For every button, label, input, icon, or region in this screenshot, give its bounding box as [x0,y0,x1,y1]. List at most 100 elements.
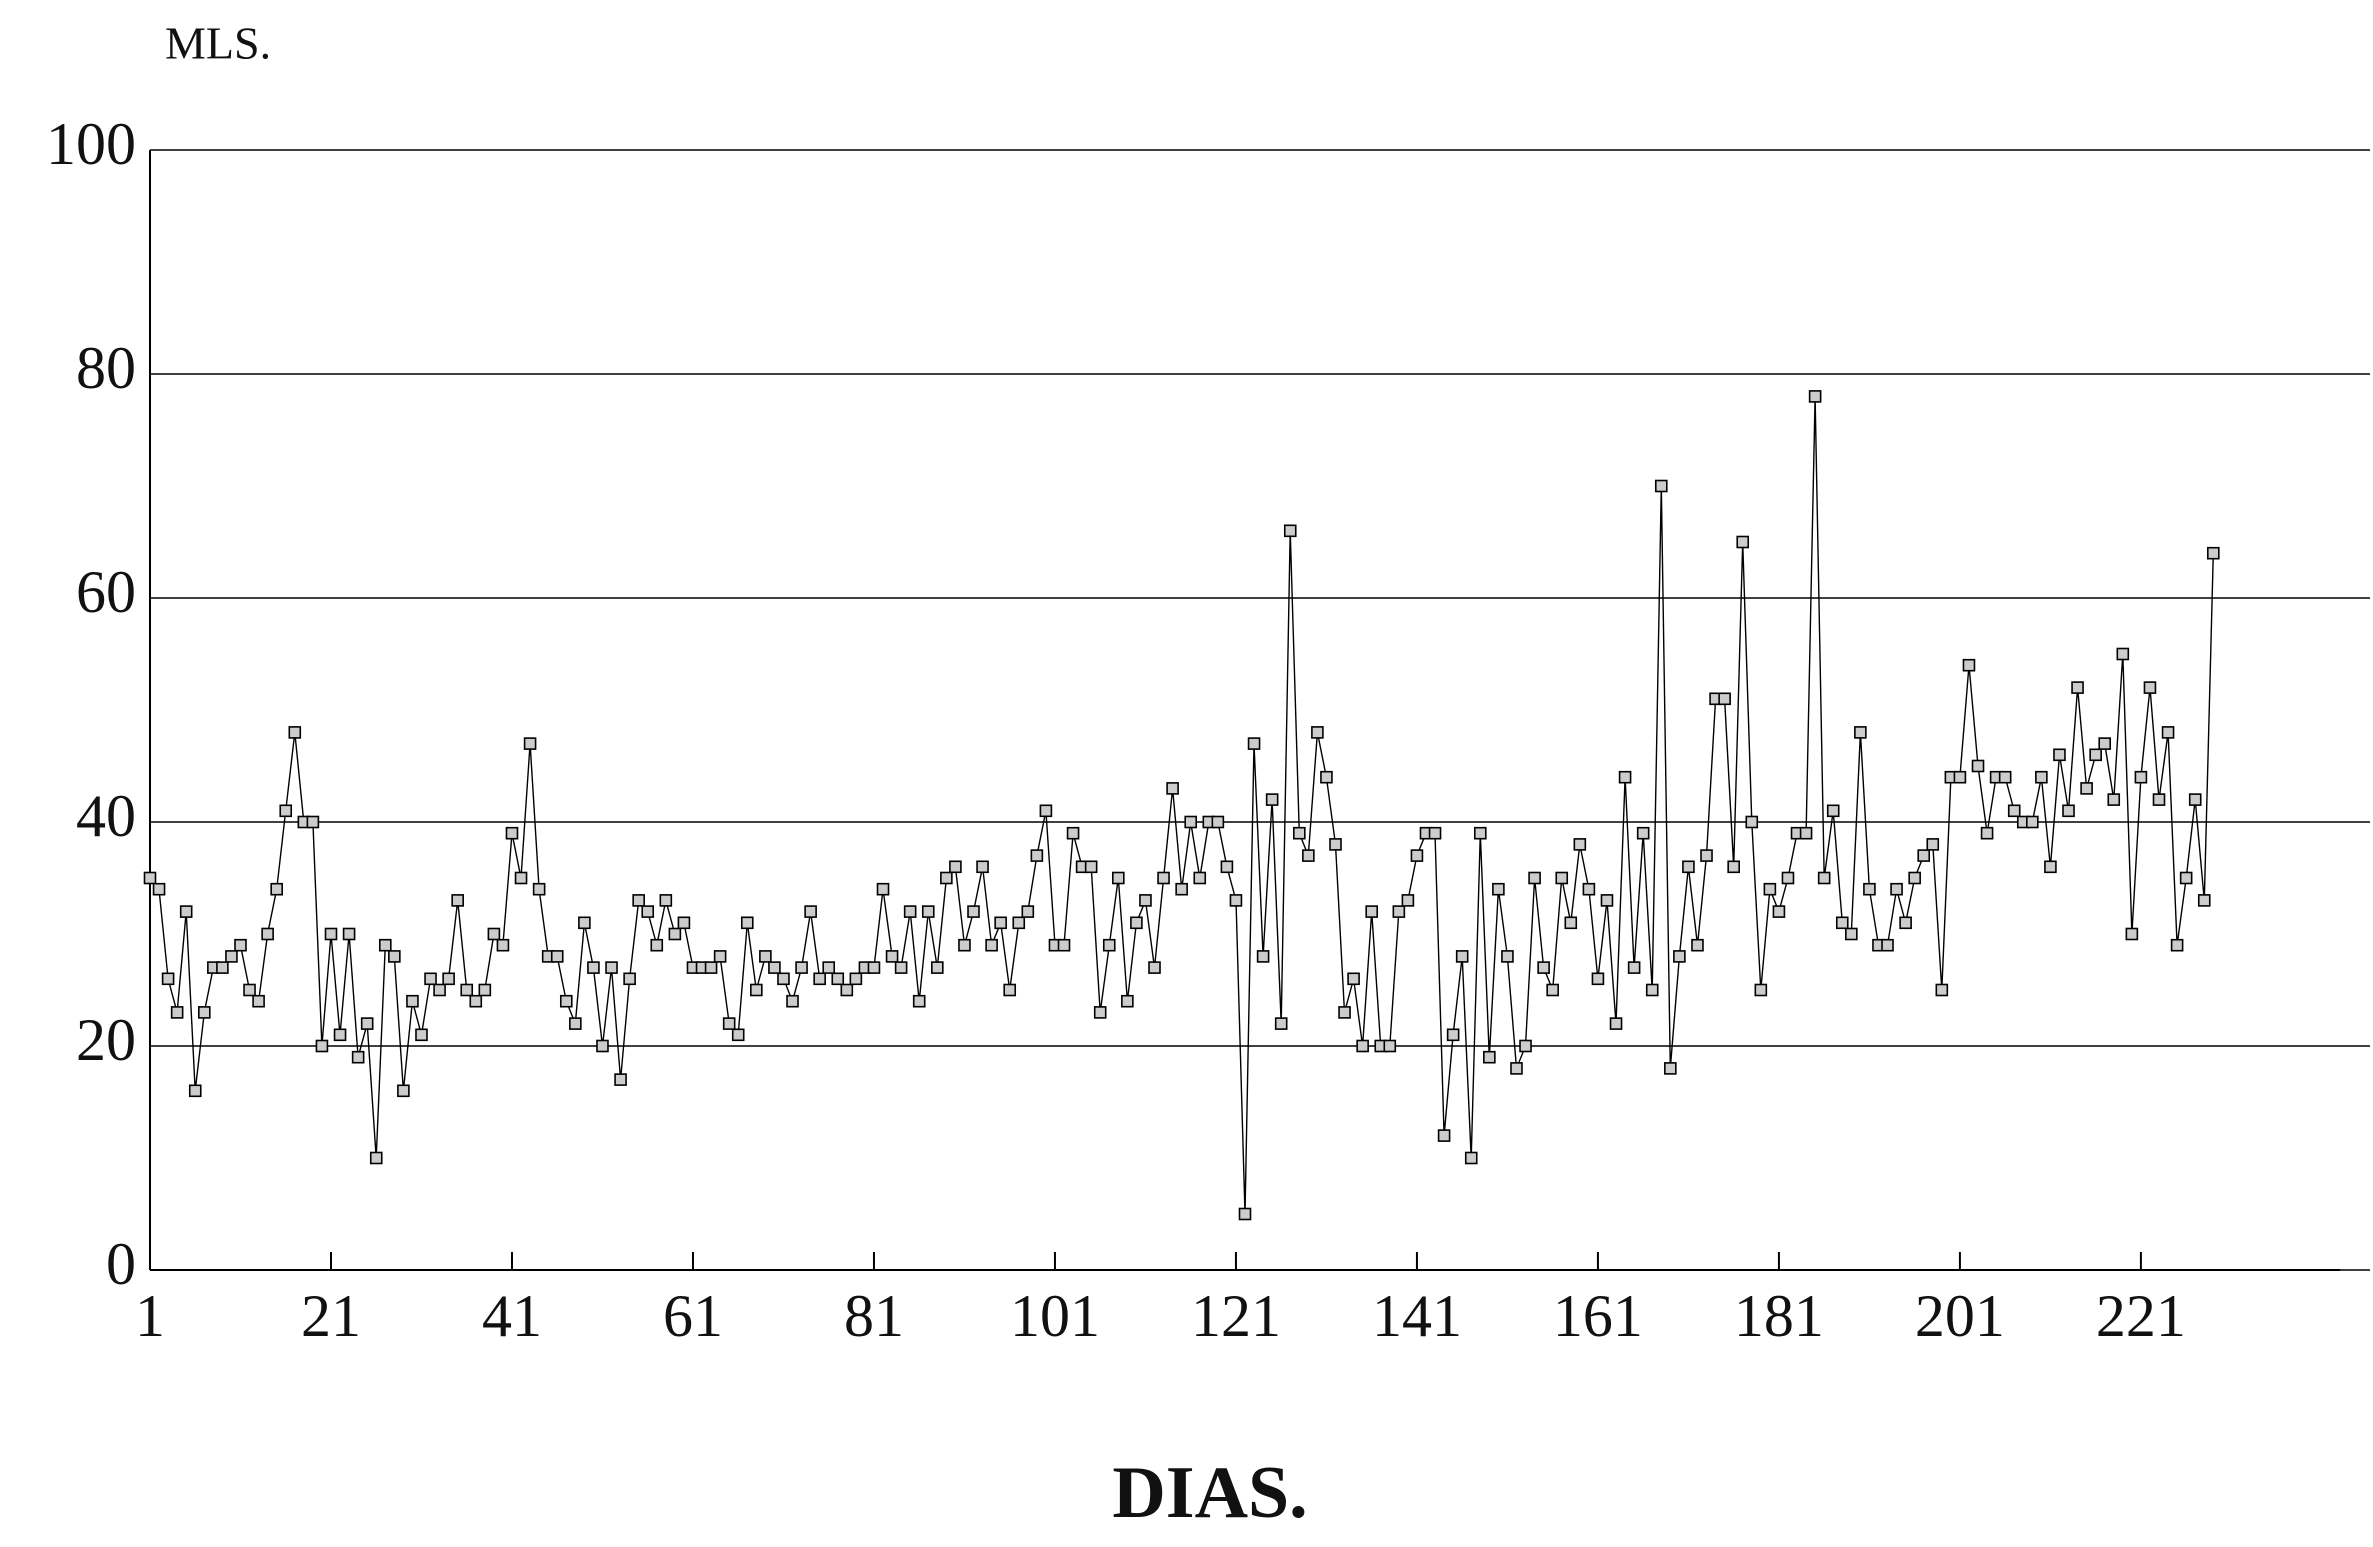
data-point [1428,826,1442,840]
data-point [179,905,193,918]
data-point [415,1028,428,1042]
data-point [1383,1039,1397,1053]
data-point [234,938,247,952]
data-point [1184,815,1198,829]
data-point [1636,826,1650,840]
data-point [1817,871,1831,885]
data-point [1093,1006,1107,1019]
data-point [1808,390,1822,403]
data-point [1971,759,1985,773]
data-point [1781,871,1795,885]
data-point [1021,905,1035,918]
data-point [1854,726,1867,739]
data-point [1238,1207,1252,1221]
data-point [288,726,302,739]
data-point [1247,737,1261,750]
data-point [813,972,826,986]
data-point [1953,770,1967,784]
x-tick-label: 81 [844,1283,904,1349]
data-point [578,916,591,930]
data-point [1211,815,1225,829]
data-point [1826,804,1840,818]
data-point [921,905,935,918]
data-point [442,972,455,986]
data-point [523,737,537,750]
data-point [1464,1151,1478,1165]
data-point [876,882,890,896]
data-point [2179,871,2193,885]
data-point [478,983,492,997]
data-point [559,994,573,1008]
data-point [713,950,727,963]
data-point [1446,1028,1460,1042]
data-point [2107,793,2121,806]
data-point [2026,815,2039,829]
data-point [2161,726,2175,739]
y-tick-label: 60 [76,559,136,625]
data-point [587,961,600,974]
data-point [2134,770,2148,784]
data-point [505,826,519,840]
data-point [1718,692,1731,706]
data-point [1627,961,1641,974]
data-point [1645,983,1659,997]
data-point [1863,882,1876,896]
data-point [1582,882,1596,896]
data-point [1220,860,1234,874]
data-point [2089,748,2102,762]
data-point [514,871,528,885]
y-tick-label: 100 [46,111,136,177]
data-point [1455,950,1469,963]
data-point [1401,894,1415,907]
x-tick-label: 61 [663,1283,723,1349]
data-point [469,994,483,1008]
data-point [1066,826,1080,840]
data-point [424,972,437,986]
data-point [2207,546,2220,560]
data-point [1329,838,1342,851]
data-point [388,950,401,963]
data-point [2098,737,2112,750]
data-point [2197,894,2211,907]
data-point [161,972,175,986]
data-point [931,961,944,974]
data-point [143,871,157,885]
data-point [1320,770,1333,784]
y-tick-label: 0 [106,1231,136,1297]
data-point [1057,938,1071,952]
data-point [1727,860,1740,874]
data-point [1899,916,1912,930]
data-point [1039,804,1053,818]
data-point [1799,826,1813,840]
data-point [550,950,564,963]
data-point [1908,871,1921,885]
data-point [532,882,546,896]
data-point [1148,961,1161,974]
x-tick-label: 1 [135,1283,165,1349]
data-point [1609,1017,1623,1030]
data-point [1292,826,1306,840]
data-point [641,905,655,918]
data-point [2170,938,2184,952]
data-point [1365,905,1378,918]
data-point [1564,916,1578,930]
data-point [1121,994,1134,1008]
data-point [1501,950,1514,963]
data-point [1265,793,1279,806]
data-point [659,894,673,907]
data-point [777,972,790,986]
data-point [1356,1039,1369,1053]
data-point [2035,770,2048,784]
data-point [867,961,881,974]
data-point [704,961,718,974]
data-point [1591,972,1605,986]
data-point [152,882,166,896]
data-point [1618,770,1632,784]
data-point [369,1151,383,1165]
data-point [1302,849,1315,862]
data-point [2116,647,2130,661]
data-point [1881,938,1894,952]
data-point [677,916,691,930]
data-point [1980,826,1994,840]
data-point [1003,983,1017,997]
